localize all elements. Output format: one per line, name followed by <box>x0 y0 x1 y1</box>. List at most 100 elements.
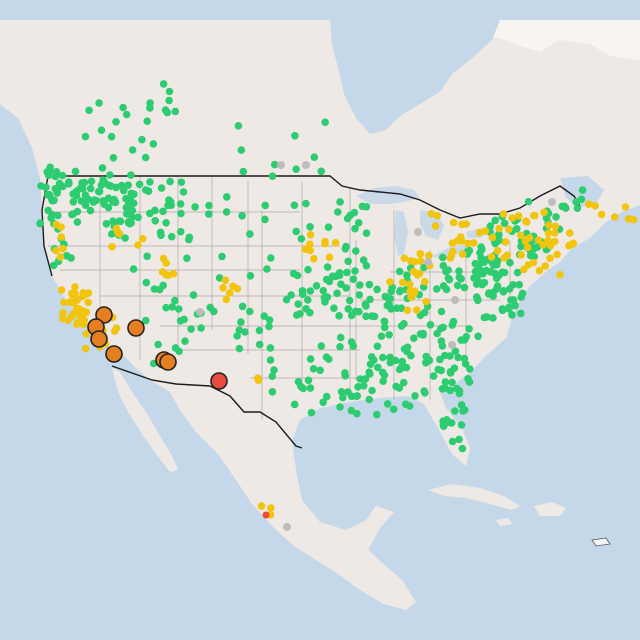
sensor-good-marker[interactable] <box>442 267 450 276</box>
sensor-moderate-marker[interactable] <box>56 253 65 261</box>
sensor-no-data-marker[interactable] <box>548 198 556 206</box>
sensor-moderate-marker[interactable] <box>57 233 66 241</box>
sensor-moderate-marker[interactable] <box>517 251 525 259</box>
sensor-good-marker[interactable] <box>455 273 464 282</box>
sensor-good-marker[interactable] <box>515 280 524 289</box>
sensor-good-marker[interactable] <box>492 285 501 293</box>
sensor-moderate-marker[interactable] <box>508 214 516 222</box>
sensor-good-marker[interactable] <box>324 223 333 231</box>
sensor-good-marker[interactable] <box>524 197 533 206</box>
sensor-good-marker[interactable] <box>465 378 474 386</box>
sensor-moderate-marker[interactable] <box>446 254 455 262</box>
sensor-good-marker[interactable] <box>185 235 193 244</box>
sensor-good-marker[interactable] <box>161 106 170 114</box>
sensor-good-marker[interactable] <box>95 99 103 107</box>
sensor-good-marker[interactable] <box>238 302 247 311</box>
sensor-good-marker[interactable] <box>448 378 456 387</box>
sensor-good-marker[interactable] <box>323 263 332 271</box>
sensor-good-marker[interactable] <box>54 211 62 220</box>
sensor-good-marker[interactable] <box>141 153 150 162</box>
sensor-good-marker[interactable] <box>342 242 350 251</box>
sensor-moderate-marker[interactable] <box>81 344 90 353</box>
sensor-good-marker[interactable] <box>44 206 52 215</box>
sensor-good-marker[interactable] <box>319 286 328 295</box>
sensor-good-marker[interactable] <box>354 383 362 391</box>
sensor-good-marker[interactable] <box>135 180 144 189</box>
sensor-good-marker[interactable] <box>330 304 338 313</box>
sensor-moderate-marker[interactable] <box>585 200 593 208</box>
sensor-good-marker[interactable] <box>171 107 180 116</box>
sensor-good-marker[interactable] <box>68 210 76 219</box>
sensor-moderate-marker[interactable] <box>481 227 490 235</box>
sensor-moderate-marker[interactable] <box>410 258 419 266</box>
sensor-good-marker[interactable] <box>176 200 185 208</box>
sensor-good-marker[interactable] <box>439 422 448 431</box>
sensor-good-marker[interactable] <box>359 382 368 390</box>
sensor-good-marker[interactable] <box>339 393 347 402</box>
sensor-good-marker[interactable] <box>312 282 321 290</box>
sensor-moderate-marker[interactable] <box>82 330 91 338</box>
sensor-good-marker[interactable] <box>337 388 346 396</box>
sensor-moderate-marker[interactable] <box>422 297 430 306</box>
sensor-unhealthy-sensitive-marker[interactable] <box>127 319 145 337</box>
sensor-good-marker[interactable] <box>381 292 390 301</box>
sensor-no-data-marker[interactable] <box>451 296 459 304</box>
sensor-good-marker[interactable] <box>69 190 77 198</box>
sensor-good-marker[interactable] <box>475 260 483 269</box>
sensor-moderate-marker[interactable] <box>222 295 231 304</box>
sensor-good-marker[interactable] <box>81 132 90 141</box>
sensor-no-data-marker[interactable] <box>302 161 310 169</box>
sensor-good-marker[interactable] <box>183 254 191 263</box>
sensor-good-marker[interactable] <box>310 153 319 161</box>
sensor-moderate-marker[interactable] <box>413 271 422 279</box>
sensor-good-marker[interactable] <box>462 333 471 341</box>
sensor-good-marker[interactable] <box>380 371 389 380</box>
sensor-good-marker[interactable] <box>177 178 186 186</box>
sensor-good-marker[interactable] <box>355 307 363 316</box>
sensor-good-marker[interactable] <box>373 342 382 351</box>
sensor-good-marker[interactable] <box>246 230 254 238</box>
sensor-good-marker[interactable] <box>577 195 586 204</box>
sensor-moderate-marker[interactable] <box>597 210 606 219</box>
sensor-good-marker[interactable] <box>385 331 393 339</box>
sensor-good-marker[interactable] <box>309 365 318 373</box>
sensor-good-marker[interactable] <box>461 406 469 414</box>
sensor-good-marker[interactable] <box>334 208 342 216</box>
sensor-good-marker[interactable] <box>58 171 67 180</box>
sensor-moderate-marker[interactable] <box>52 246 60 255</box>
sensor-good-marker[interactable] <box>495 231 503 240</box>
sensor-good-marker[interactable] <box>291 132 299 140</box>
sensor-moderate-marker[interactable] <box>514 212 523 220</box>
sensor-moderate-marker[interactable] <box>544 236 552 245</box>
sensor-good-marker[interactable] <box>67 254 75 262</box>
sensor-good-marker[interactable] <box>349 342 358 350</box>
sensor-good-marker[interactable] <box>206 303 214 312</box>
sensor-good-marker[interactable] <box>215 274 224 282</box>
sensor-moderate-marker[interactable] <box>534 236 543 244</box>
sensor-good-marker[interactable] <box>165 87 174 96</box>
sensor-good-marker[interactable] <box>451 347 460 356</box>
sensor-good-marker[interactable] <box>498 305 507 313</box>
sensor-good-marker[interactable] <box>127 171 135 179</box>
sensor-good-marker[interactable] <box>45 191 54 199</box>
sensor-moderate-marker[interactable] <box>134 241 142 249</box>
sensor-good-marker[interactable] <box>344 388 352 396</box>
sensor-good-marker[interactable] <box>426 321 435 329</box>
sensor-good-marker[interactable] <box>116 217 125 226</box>
sensor-moderate-marker[interactable] <box>416 257 425 265</box>
sensor-good-marker[interactable] <box>293 271 302 280</box>
sensor-good-marker[interactable] <box>407 351 415 360</box>
sensor-moderate-marker[interactable] <box>267 504 275 512</box>
sensor-good-marker[interactable] <box>362 302 370 310</box>
sensor-moderate-marker[interactable] <box>416 250 425 258</box>
sensor-good-marker[interactable] <box>166 177 174 186</box>
sensor-good-marker[interactable] <box>261 201 270 210</box>
sensor-good-marker[interactable] <box>95 187 104 196</box>
sensor-moderate-marker[interactable] <box>469 239 478 247</box>
sensor-good-marker[interactable] <box>255 340 264 349</box>
sensor-moderate-marker[interactable] <box>449 218 458 227</box>
sensor-good-marker[interactable] <box>446 368 455 376</box>
sensor-good-marker[interactable] <box>89 198 98 206</box>
sensor-good-marker[interactable] <box>110 195 118 204</box>
